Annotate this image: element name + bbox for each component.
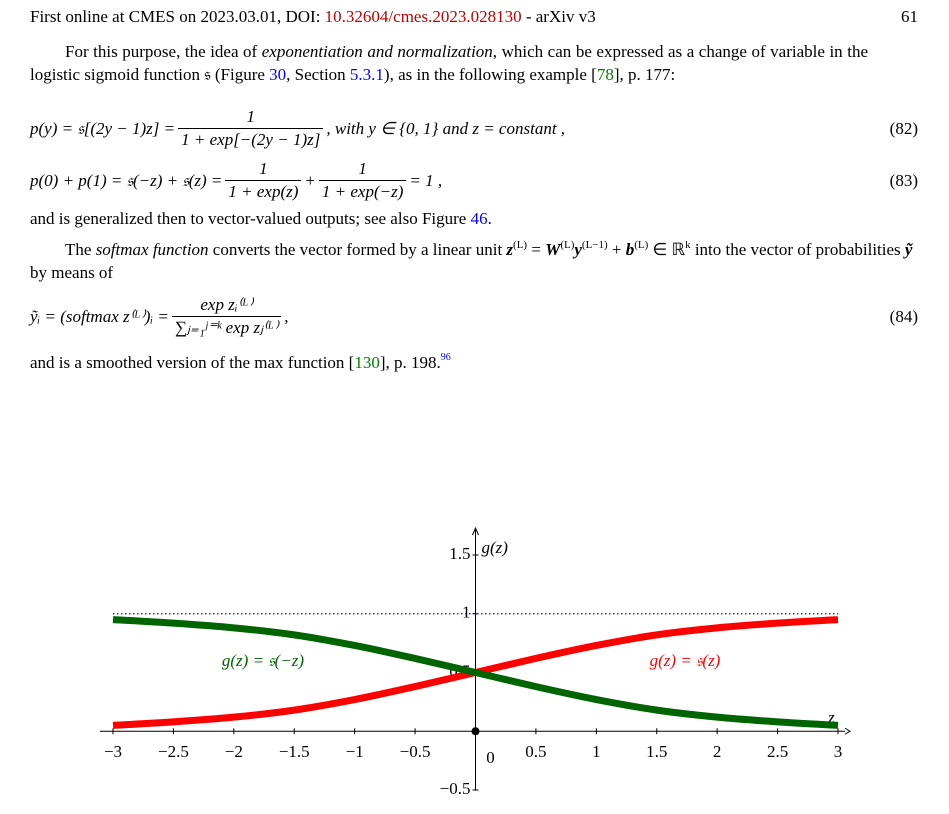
text-run: , which can be expressed as a change of … <box>30 42 868 84</box>
text-run: (L) <box>513 239 528 251</box>
paragraph: The softmax function converts the vector… <box>30 234 918 284</box>
fraction: 1 1 + exp(z) <box>225 158 302 203</box>
equation-text: ỹᵢ = (softmax z⁽ᴸ⁾)ᵢ = <box>30 306 169 326</box>
text-run: k <box>685 239 691 251</box>
x-axis-arrow <box>844 727 851 735</box>
text-run: The <box>65 240 96 259</box>
header-text: First online at CMES on 2023.03.01, DOI: <box>30 7 325 26</box>
curve <box>112 616 839 729</box>
equation: ỹᵢ = (softmax z⁽ᴸ⁾)ᵢ = exp zᵢ⁽ᴸ⁾ ∑ⱼ₌₁ʲ⁼ᵏ … <box>30 294 918 339</box>
text-run: ), as in the following example [ <box>383 65 597 84</box>
fraction: 1 1 + exp[−(2y − 1)z] <box>178 106 324 151</box>
x-tick-label: −0.5 <box>400 742 431 761</box>
y-tick-label: 1.5 <box>449 544 470 563</box>
text-run: exponentiation and normalization <box>261 42 493 61</box>
text-run: = <box>527 240 546 259</box>
y-axis-label: g(z) <box>482 538 509 557</box>
equation-text: p(0) + p(1) = 𝔰(−z) + 𝔰(z) = <box>30 170 223 190</box>
text-run: (L−1) <box>581 239 608 251</box>
fraction: exp zᵢ⁽ᴸ⁾ ∑ⱼ₌₁ʲ⁼ᵏ exp zⱼ⁽ᴸ⁾ <box>171 294 282 339</box>
origin-dot <box>471 727 480 736</box>
denominator: ∑ⱼ₌₁ʲ⁼ᵏ exp zⱼ⁽ᴸ⁾ <box>171 316 282 339</box>
x-tick-label: −2.5 <box>158 742 189 761</box>
text-run: and is generalized then to vector-valued… <box>30 209 471 228</box>
text-run: (L) <box>560 239 575 251</box>
numerator: 1 <box>259 159 268 178</box>
reference[interactable]: 96 <box>440 352 451 363</box>
text-run: + <box>607 240 626 259</box>
paragraph: and is a smoothed version of the max fun… <box>30 346 918 374</box>
text-run: W <box>545 240 561 259</box>
equation: p(0) + p(1) = 𝔰(−z) + 𝔰(z) = 1 1 + exp(z)… <box>30 158 918 203</box>
text-run: by means of <box>30 263 114 282</box>
text-run: ỹ <box>904 240 913 259</box>
fraction: 1 1 + exp(−z) <box>318 158 407 203</box>
reference[interactable]: 46 <box>470 209 488 228</box>
numerator: 1 <box>358 159 367 178</box>
text-run: ∈ ℝ <box>648 240 686 259</box>
x-tick-label: 2 <box>713 742 722 761</box>
x-tick-label: 1.5 <box>646 742 667 761</box>
reference[interactable]: 130 <box>354 353 380 372</box>
text-run: converts the vector formed by a linear u… <box>208 240 507 259</box>
denominator: 1 + exp(z) <box>225 180 302 203</box>
text-run: into the vector of probabilities <box>690 240 905 259</box>
denominator: 1 + exp(−z) <box>318 180 407 203</box>
paragraph: and is generalized then to vector-valued… <box>30 207 918 230</box>
x-tick-label: 3 <box>834 742 843 761</box>
y-tick-label: 1 <box>462 603 471 622</box>
curve-label: g(z) = 𝔰(−z) <box>222 651 305 670</box>
x-axis-label: z <box>827 708 835 727</box>
numerator: exp zᵢ⁽ᴸ⁾ <box>200 295 253 314</box>
x-tick-label: 0 <box>486 748 495 767</box>
equation-text: = 1 , <box>409 170 443 190</box>
x-tick-label: −3 <box>104 742 122 761</box>
text-run: b <box>625 240 635 259</box>
equation: p(y) = 𝔰[(2y − 1)z] = 1 1 + exp[−(2y − 1)… <box>30 106 918 151</box>
x-tick-label: 2.5 <box>767 742 788 761</box>
reference[interactable]: 78 <box>596 65 614 84</box>
x-tick-label: −1.5 <box>279 742 310 761</box>
page-number: 61 <box>901 7 918 26</box>
x-tick-label: −2 <box>225 742 243 761</box>
equation-text: , <box>284 306 289 326</box>
equation-text: p(y) = 𝔰[(2y − 1)z] = <box>30 118 176 138</box>
text-run: ], p. 177: <box>613 65 676 84</box>
text-run: z <box>506 240 514 259</box>
equation-number: (83) <box>889 170 918 190</box>
denominator: 1 + exp[−(2y − 1)z] <box>178 128 324 151</box>
text-run: y <box>574 240 582 259</box>
equation-text: , with y ∈ {0, 1} and z = constant , <box>326 118 566 138</box>
numerator: 1 <box>246 107 255 126</box>
reference[interactable]: 30 <box>269 65 287 84</box>
running-header: First online at CMES on 2023.03.01, DOI:… <box>30 5 918 28</box>
curve-label: g(z) = 𝔰(z) <box>650 651 721 670</box>
text-run: . <box>487 209 492 228</box>
text-run: (L) <box>634 239 649 251</box>
header-text: - arXiv v3 <box>521 7 596 26</box>
text-run: softmax function <box>95 240 209 259</box>
text-run: , Section <box>286 65 350 84</box>
paragraph: For this purpose, the idea of exponentia… <box>30 40 868 86</box>
x-tick-label: 1 <box>592 742 601 761</box>
equation-text: + <box>304 170 316 190</box>
text-run: and is a smoothed version of the max fun… <box>30 353 355 372</box>
y-tick-label: −0.5 <box>440 779 471 798</box>
equation-number: (84) <box>889 306 918 326</box>
equation-number: (82) <box>889 118 918 138</box>
y-axis-arrow <box>472 526 479 536</box>
text-run: For this purpose, the idea of <box>65 42 262 61</box>
reference[interactable]: 5.3.1 <box>349 65 384 84</box>
text-run: ], p. 198. <box>379 353 441 372</box>
x-tick-label: −1 <box>346 742 364 761</box>
doi-link[interactable]: 10.32604/cmes.2023.028130 <box>324 7 522 26</box>
x-tick-label: 0.5 <box>525 742 546 761</box>
